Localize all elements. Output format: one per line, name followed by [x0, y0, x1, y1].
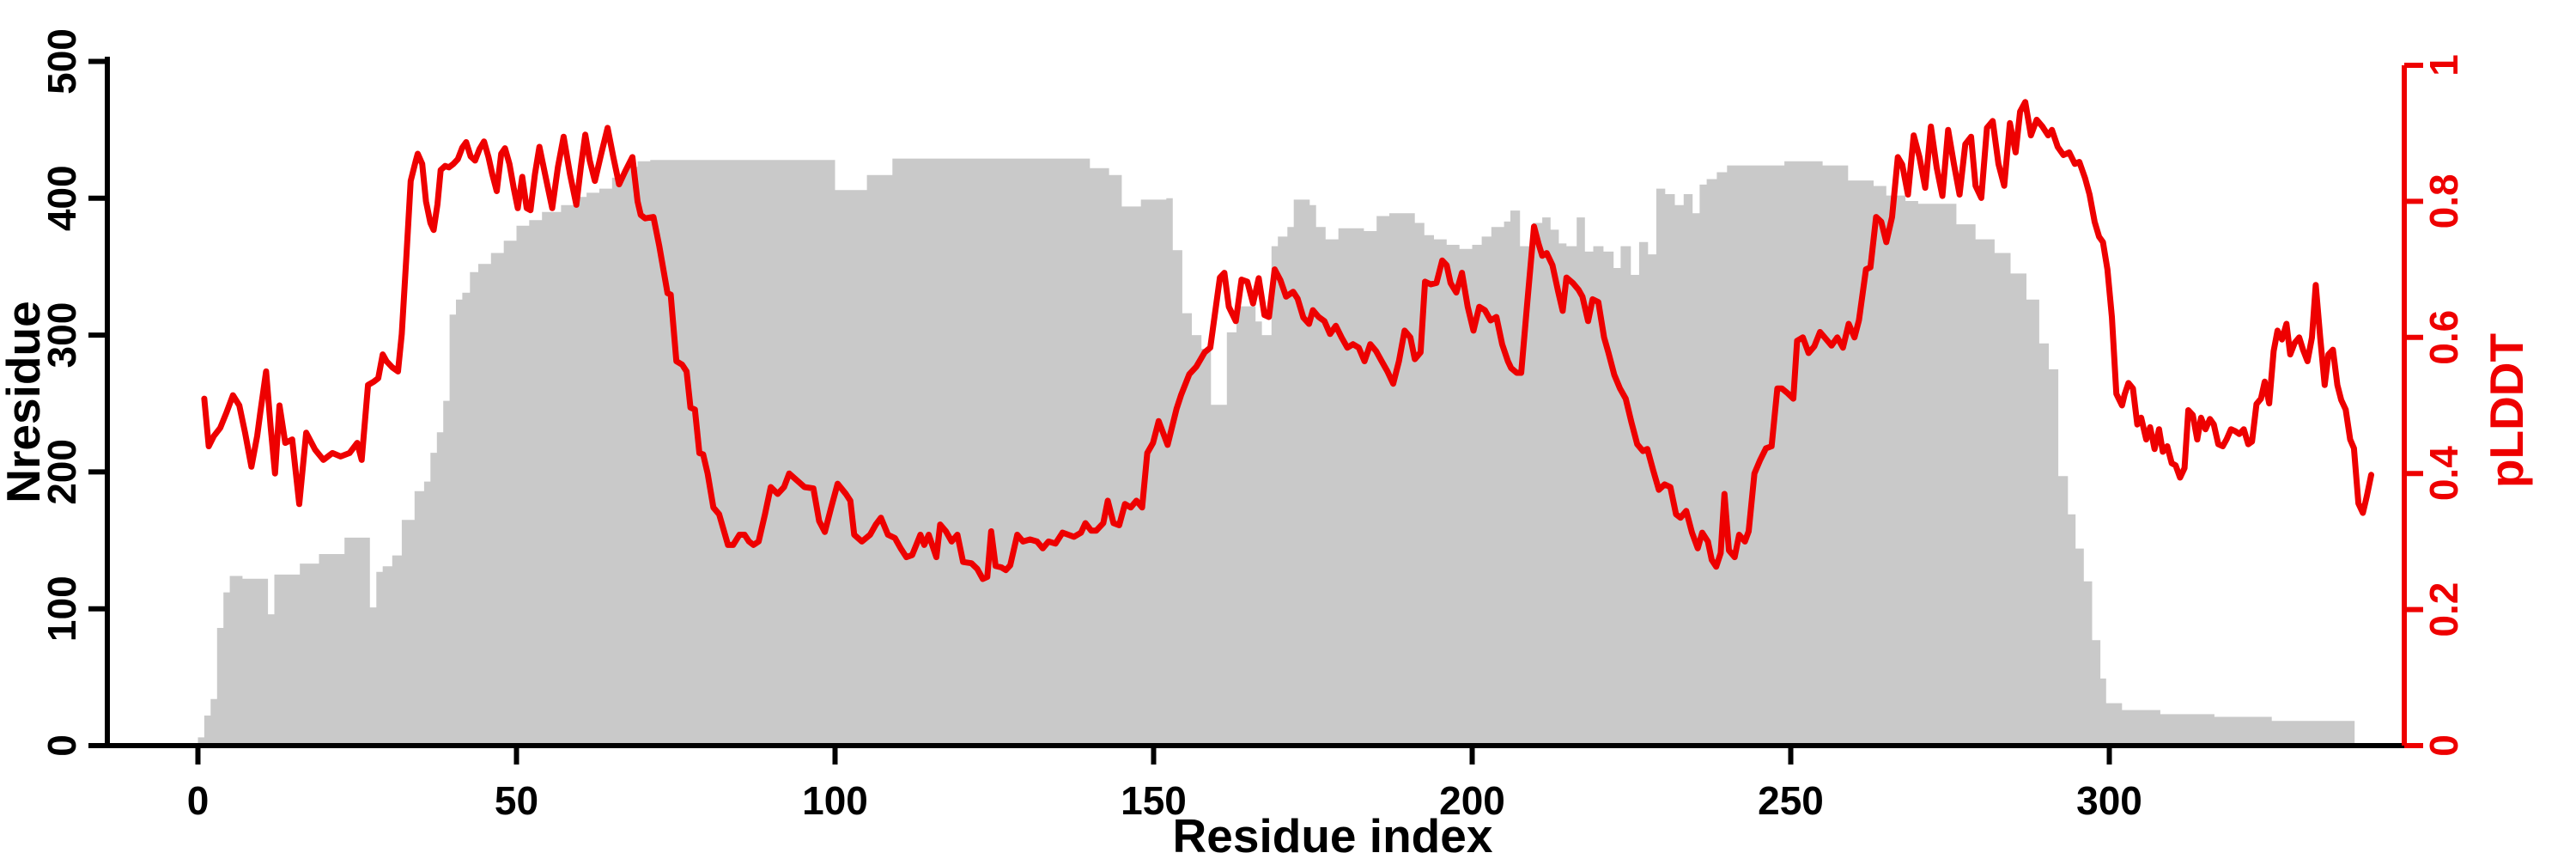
x-tick-label: 250 [1758, 778, 1824, 823]
x-tick-label: 300 [2076, 778, 2142, 823]
nresidue-bars [197, 158, 2355, 746]
y-left-tick-label: 300 [39, 302, 84, 369]
y-left-tick-label: 400 [39, 165, 84, 231]
y-left-tick-label: 500 [39, 28, 84, 94]
x-tick-label: 100 [802, 778, 868, 823]
y-right-tick-label: 0 [2421, 734, 2466, 757]
x-tick-label: 200 [1439, 778, 1505, 823]
y-left-tick-label: 0 [39, 734, 84, 757]
y-left-tick-label: 100 [39, 576, 84, 642]
x-tick-label: 150 [1121, 778, 1187, 823]
plddt-line [201, 99, 2374, 582]
x-tick-label: 50 [495, 778, 538, 823]
x-axis-title: Residue index [1173, 809, 1493, 859]
y-right-tick-label: 0.4 [2421, 446, 2466, 501]
y-right-tick-label: 0.6 [2421, 310, 2466, 365]
x-tick-label: 0 [187, 778, 210, 823]
y-right-tick-label: 0.2 [2421, 582, 2466, 637]
y-right-tick-label: 0.8 [2421, 174, 2466, 228]
plddt-trace [201, 99, 2374, 582]
y-right-axis-title: pLDDT [2480, 333, 2533, 488]
axes: 0 50 100 150 200 250 300 0 100 200 300 400 500 0 0.2 0.… [39, 28, 2466, 823]
y-right-tick-label: 1 [2421, 54, 2466, 76]
y-left-tick-label: 200 [39, 439, 84, 505]
nresidue-histogram-shape [197, 158, 2355, 746]
y-left-axis-title: Nresidue [0, 301, 50, 503]
